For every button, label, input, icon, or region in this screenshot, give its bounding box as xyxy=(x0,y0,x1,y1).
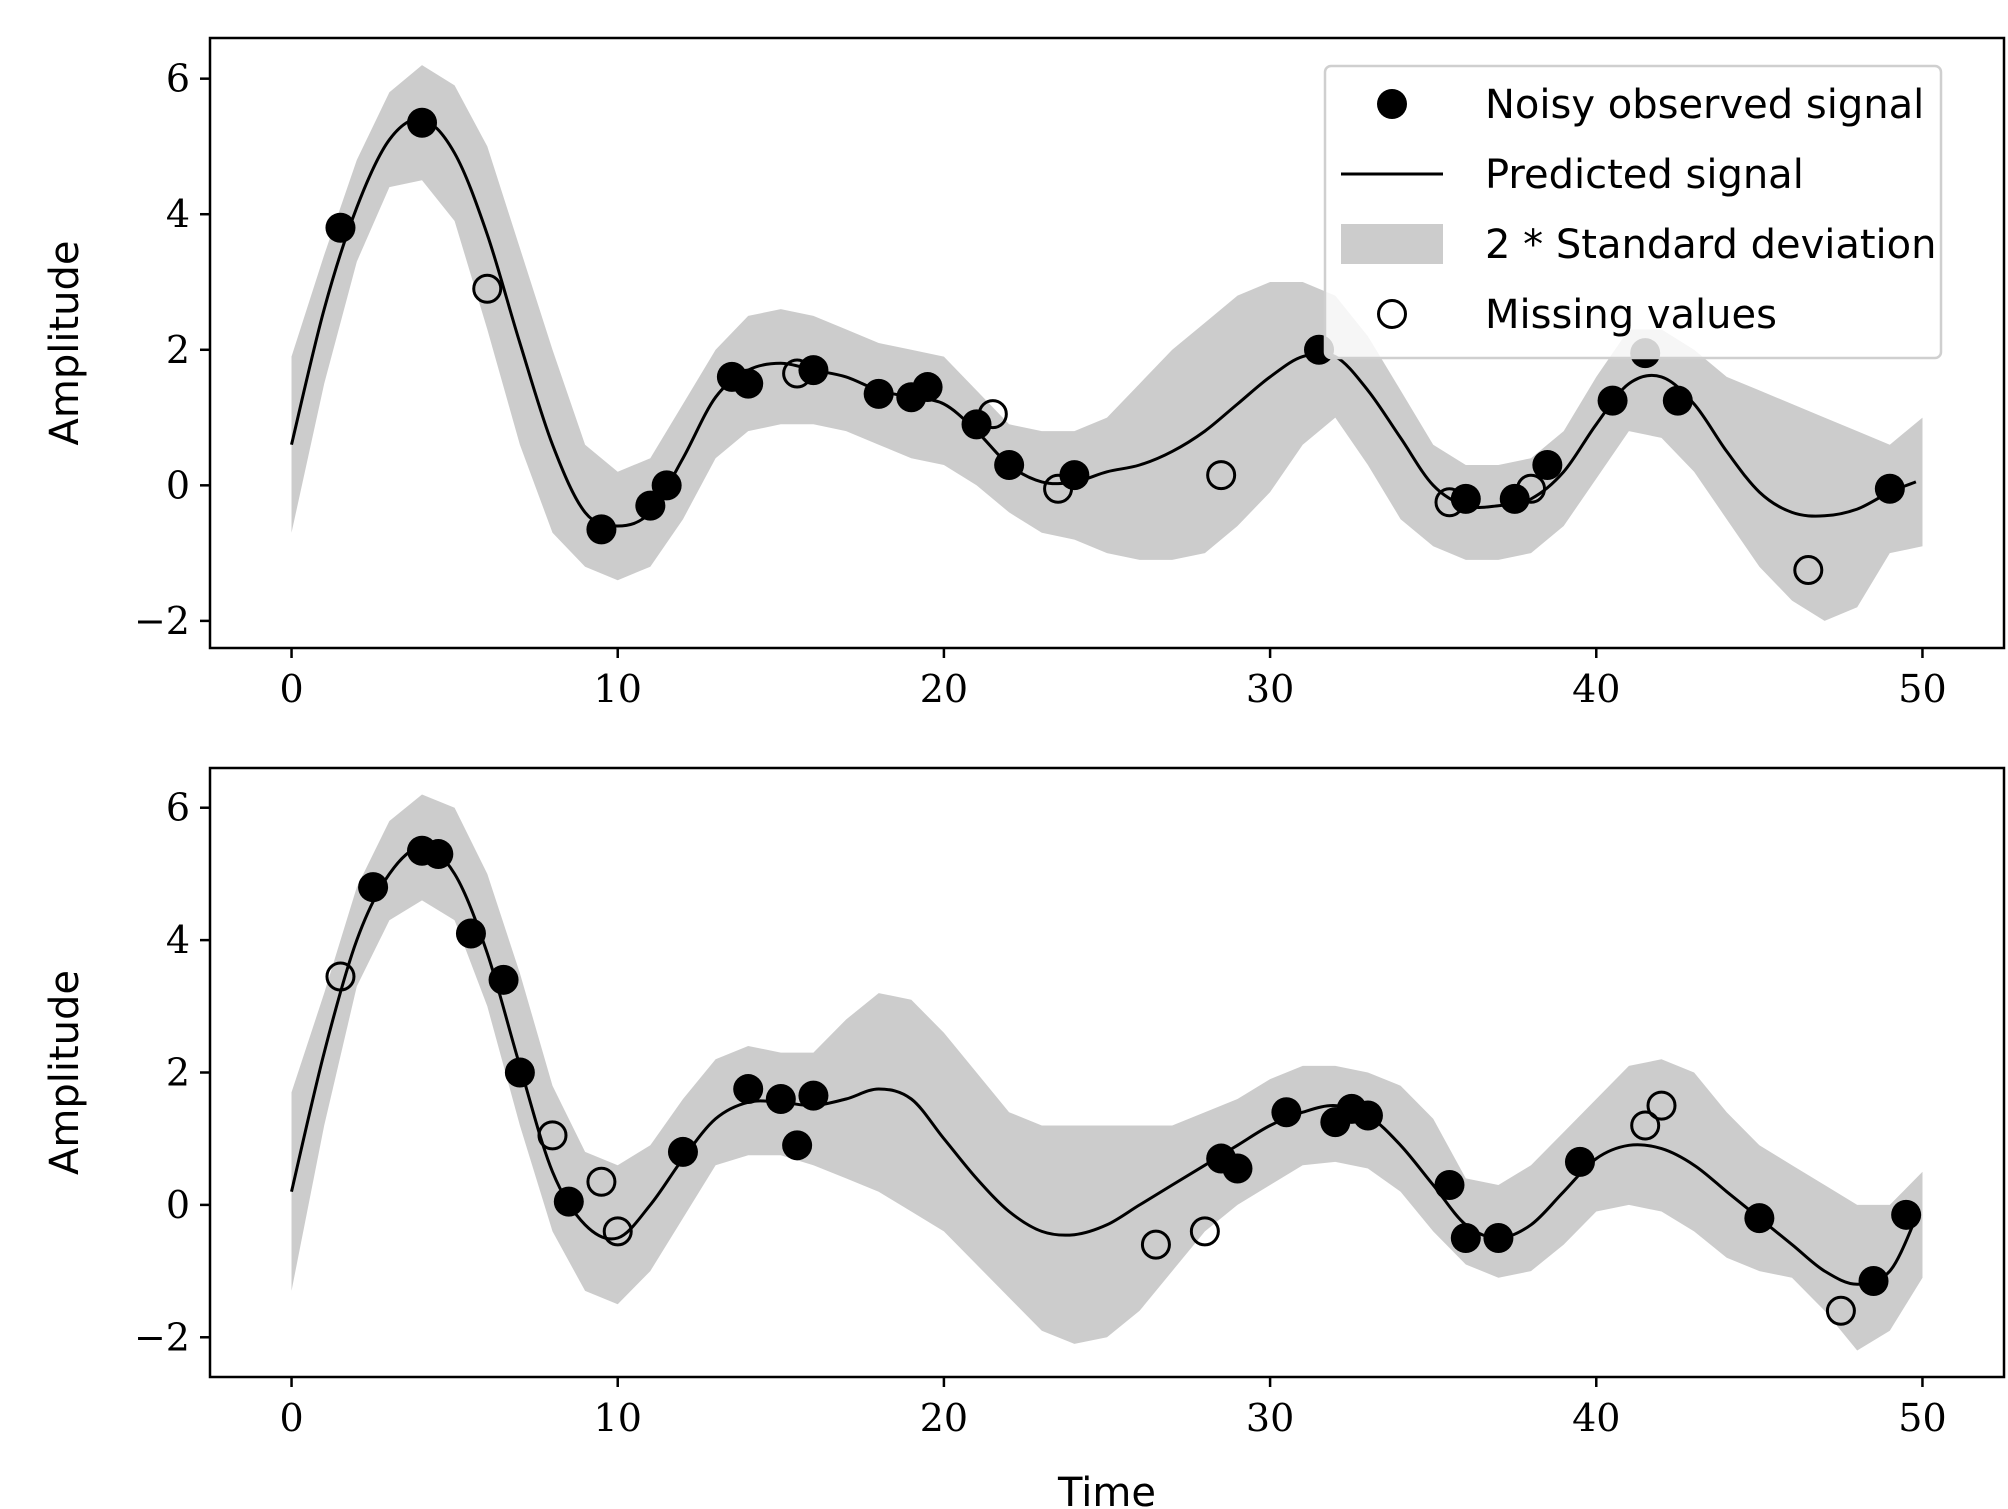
observed-point xyxy=(1450,1222,1481,1253)
observed-point xyxy=(635,490,666,521)
missing-point xyxy=(782,358,813,389)
legend-label: Noisy observed signal xyxy=(1485,82,1924,128)
axes-frame xyxy=(208,36,2006,650)
observed-point xyxy=(1662,385,1693,416)
observed-point xyxy=(1744,1203,1775,1234)
legend-label: 2 * Standard deviation xyxy=(1485,222,1936,268)
x-tick-label: 10 xyxy=(594,667,642,711)
observed-point xyxy=(1858,1266,1889,1297)
y-tick-label: 4 xyxy=(166,192,190,236)
observed-point xyxy=(1450,483,1481,514)
observed-point xyxy=(651,470,682,501)
observed-point xyxy=(782,1130,813,1161)
missing-point xyxy=(1189,1216,1220,1247)
observed-point xyxy=(798,1080,829,1111)
missing-point xyxy=(602,1216,633,1247)
missing-point xyxy=(1140,1229,1171,1260)
observed-point xyxy=(1532,450,1563,480)
missing-point xyxy=(1793,555,1824,586)
observed-point xyxy=(1271,1097,1302,1128)
missing-point xyxy=(1206,460,1237,491)
observed-point xyxy=(1434,1170,1465,1201)
chart-top: 0 10 20 30 40 50 −2 0 2 4 6 Amplitude Noisy observed… xyxy=(42,36,2006,711)
y-tick-label: 2 xyxy=(166,328,190,372)
observed-point xyxy=(1564,1146,1595,1177)
observed-point xyxy=(407,107,438,138)
x-tick-label: 20 xyxy=(920,667,968,711)
plot-area xyxy=(290,794,1923,1351)
legend-missing-marker xyxy=(1377,299,1407,329)
observed-point xyxy=(325,212,356,243)
chart-bottom: 0 10 20 30 40 50 −2 0 2 4 6 Amplitude Time xyxy=(42,766,2006,1509)
legend-box xyxy=(1323,64,1943,360)
missing-point xyxy=(1434,487,1465,518)
legend-band-marker xyxy=(1341,224,1443,264)
y-tick-label: 0 xyxy=(166,463,190,507)
observed-point xyxy=(961,409,992,440)
x-tick-label: 30 xyxy=(1246,1396,1294,1440)
observed-point xyxy=(994,450,1025,480)
observed-point xyxy=(1597,385,1628,416)
y-tick-label: 4 xyxy=(166,918,190,962)
observed-point xyxy=(667,1136,698,1167)
y-tick-label: −2 xyxy=(134,1315,190,1359)
y-tick-label: 2 xyxy=(166,1051,190,1095)
y-axis-label: Amplitude xyxy=(42,241,88,446)
observed-point xyxy=(1352,1100,1383,1131)
y-tick-label: 0 xyxy=(166,1183,190,1227)
std-band xyxy=(291,65,1923,621)
y-tick-label: −2 xyxy=(134,599,190,643)
legend-label: Missing values xyxy=(1485,292,1777,338)
y-tick-label: 6 xyxy=(166,57,190,101)
missing-point xyxy=(325,961,356,992)
observed-point xyxy=(504,1057,535,1088)
observed-point xyxy=(1499,483,1530,514)
missing-point xyxy=(586,1166,617,1197)
x-tick-label: 50 xyxy=(1898,1396,1946,1440)
observed-point xyxy=(1222,1153,1253,1184)
observed-point xyxy=(733,368,764,399)
missing-point xyxy=(1043,473,1074,504)
x-tick-label: 30 xyxy=(1246,667,1294,711)
observed-point xyxy=(1891,1199,1922,1230)
x-tick-label: 0 xyxy=(279,1396,303,1440)
observed-point xyxy=(1483,1222,1514,1253)
observed-point xyxy=(863,378,894,409)
missing-point xyxy=(472,273,503,304)
y-tick-label: 6 xyxy=(166,786,190,830)
missing-point xyxy=(537,1120,568,1151)
observed-point xyxy=(912,372,943,403)
missing-point xyxy=(1646,1090,1677,1121)
observed-point xyxy=(733,1074,764,1105)
x-tick-label: 40 xyxy=(1572,1396,1620,1440)
missing-point xyxy=(977,399,1008,430)
x-tick-label: 0 xyxy=(279,667,303,711)
std-band xyxy=(291,794,1923,1351)
legend: Noisy observed signal Predicted signal 2 *… xyxy=(1323,64,1943,360)
legend-label: Predicted signal xyxy=(1485,152,1804,198)
plot-area xyxy=(290,65,1923,621)
observed-point xyxy=(455,918,486,949)
x-tick-label: 20 xyxy=(920,1396,968,1440)
missing-point xyxy=(1825,1295,1856,1326)
observed-point xyxy=(798,355,829,386)
observed-point xyxy=(488,964,519,995)
observed-point xyxy=(358,872,389,903)
x-tick-label: 50 xyxy=(1898,667,1946,711)
x-axis-label: Time xyxy=(1057,1470,1156,1509)
missing-point xyxy=(1516,473,1547,504)
y-axis-label: Amplitude xyxy=(42,970,88,1175)
legend-observed-marker xyxy=(1377,89,1407,119)
observed-point xyxy=(553,1186,584,1217)
observed-point xyxy=(1059,460,1090,491)
observed-point xyxy=(765,1083,796,1114)
missing-point xyxy=(1630,1110,1661,1141)
observed-point xyxy=(423,839,454,870)
observed-point xyxy=(1874,473,1905,504)
x-tick-label: 10 xyxy=(594,1396,642,1440)
x-tick-label: 40 xyxy=(1572,667,1620,711)
observed-point xyxy=(586,514,617,545)
